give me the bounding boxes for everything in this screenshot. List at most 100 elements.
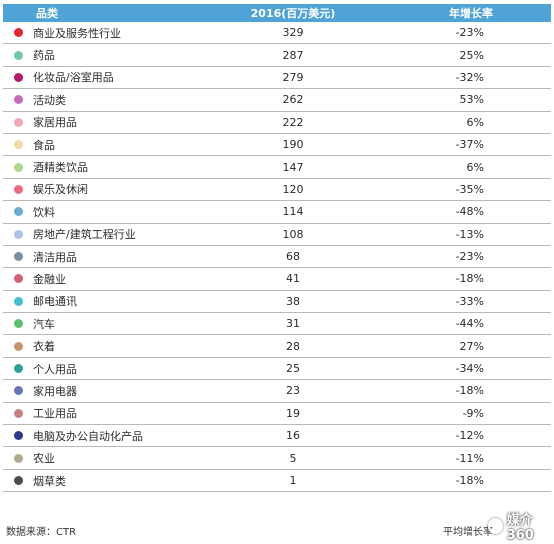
legend-dot (13, 28, 23, 38)
legend-dot (13, 95, 23, 105)
legend-dot-cell (3, 476, 33, 485)
legend-dot-cell (3, 319, 33, 329)
table-row: 化妆品/浴室用品 279 -32% (3, 67, 551, 90)
category-cell: 活动类 (33, 93, 66, 107)
data-source: 数据来源：CTR (6, 527, 77, 538)
category-cell: 汽车 (33, 317, 55, 331)
value-cell: 31 (286, 317, 300, 331)
growth-cell: -35% (455, 182, 484, 196)
value-cell: 147 (282, 160, 304, 174)
legend-dot (13, 296, 23, 306)
value-cell: 5 (289, 451, 297, 465)
table-row: 饮料 114 -48% (3, 201, 551, 224)
growth-cell: -13% (455, 227, 484, 241)
legend-dot-cell (3, 341, 33, 351)
legend-dot-cell (3, 117, 33, 127)
value-cell: 120 (282, 182, 304, 196)
legend-dot-cell (3, 296, 33, 306)
legend-dot-cell (3, 274, 33, 284)
category-cell: 电脑及办公自动化产品 (33, 429, 143, 443)
value-cell: 38 (286, 294, 300, 308)
legend-dot (13, 274, 23, 284)
legend-dot (13, 117, 23, 127)
table-row: 邮电通讯 38 -33% (3, 291, 551, 314)
growth-cell: 25% (459, 48, 484, 62)
legend-dot (13, 140, 23, 150)
value-cell: 68 (286, 250, 300, 264)
value-cell: 190 (282, 138, 304, 152)
value-cell: 28 (286, 339, 300, 353)
growth-cell: 6% (466, 160, 484, 174)
table-row: 房地产/建筑工程行业 108 -13% (3, 224, 551, 246)
table-row: 商业及服务性行业 329 -23% (3, 22, 551, 45)
legend-dot (13, 319, 23, 329)
value-cell: 262 (282, 93, 304, 107)
category-cell: 烟草类 (33, 474, 66, 488)
growth-cell: 6% (466, 115, 484, 129)
legend-dot-cell (3, 229, 33, 239)
legend-dot (13, 50, 23, 60)
category-cell: 个人用品 (33, 362, 77, 376)
category-cell: 衣着 (33, 340, 55, 354)
legend-dot (13, 476, 23, 485)
legend-dot (13, 431, 23, 441)
legend-dot-cell (3, 28, 33, 38)
table-row: 家居用品 222 6% (3, 112, 551, 134)
table-row: 电脑及办公自动化产品 16 -12% (3, 425, 551, 448)
table-row: 药品 287 25% (3, 44, 551, 67)
legend-dot (13, 162, 23, 172)
value-cell: 16 (286, 429, 300, 443)
growth-cell: -23% (455, 26, 484, 40)
growth-cell: -33% (455, 294, 484, 308)
legend-dot-cell (3, 162, 33, 172)
table-row: 工业用品 19 -9% (3, 403, 551, 426)
legend-dot-cell (3, 50, 33, 60)
growth-cell: 27% (459, 339, 484, 353)
table-row: 清洁用品 68 -23% (3, 246, 551, 269)
legend-dot-cell (3, 72, 33, 82)
legend-dot-cell (3, 207, 33, 217)
table-row: 烟草类 1 -18% (3, 470, 551, 493)
category-cell: 工业用品 (33, 407, 77, 421)
table-row: 汽车 31 -44% (3, 313, 551, 336)
growth-cell: -12% (455, 429, 484, 443)
legend-dot-cell (3, 252, 33, 262)
value-cell: 114 (282, 205, 304, 219)
growth-cell: -11% (455, 451, 484, 465)
table-row: 金融业 41 -18% (3, 268, 551, 291)
table-body: 商业及服务性行业 329 -23% 药品 287 25% 化妆品/浴室用品 279 -32% 活动… (3, 22, 551, 493)
legend-dot (13, 72, 23, 82)
legend-dot (13, 386, 23, 396)
value-cell: 41 (286, 272, 300, 286)
category-cell: 房地产/建筑工程行业 (33, 228, 136, 242)
category-cell: 化妆品/浴室用品 (33, 71, 114, 85)
legend-dot (13, 408, 23, 418)
category-cell: 食品 (33, 138, 55, 152)
legend-dot-cell (3, 364, 33, 374)
table-header: 品类 2016(百万美元) 年增长率 (3, 4, 551, 22)
legend-dot (13, 207, 23, 217)
legend-dot (13, 453, 23, 463)
growth-cell: -23% (455, 250, 484, 264)
header-value: 2016(百万美元) (250, 7, 336, 20)
category-cell: 娱乐及休闲 (33, 183, 88, 197)
category-cell: 酒精类饮品 (33, 161, 88, 175)
table-row: 食品 190 -37% (3, 134, 551, 157)
table-row: 农业 5 -11% (3, 447, 551, 470)
growth-cell: -34% (455, 362, 484, 376)
legend-dot (13, 229, 23, 239)
table-row: 衣着 28 27% (3, 335, 551, 358)
table-row: 个人用品 25 -34% (3, 358, 551, 381)
legend-dot-cell (3, 184, 33, 194)
value-cell: 279 (282, 70, 304, 84)
legend-dot-cell (3, 431, 33, 441)
legend-dot (13, 341, 23, 351)
growth-cell: 53% (459, 93, 484, 107)
table-row: 酒精类饮品 147 6% (3, 156, 551, 179)
growth-cell: -18% (455, 474, 484, 487)
wechat-icon (488, 518, 503, 534)
growth-cell: -48% (455, 205, 484, 219)
growth-cell: -9% (462, 406, 484, 420)
legend-dot-cell (3, 453, 33, 463)
average-growth-label: 平均增长率 (443, 527, 493, 538)
